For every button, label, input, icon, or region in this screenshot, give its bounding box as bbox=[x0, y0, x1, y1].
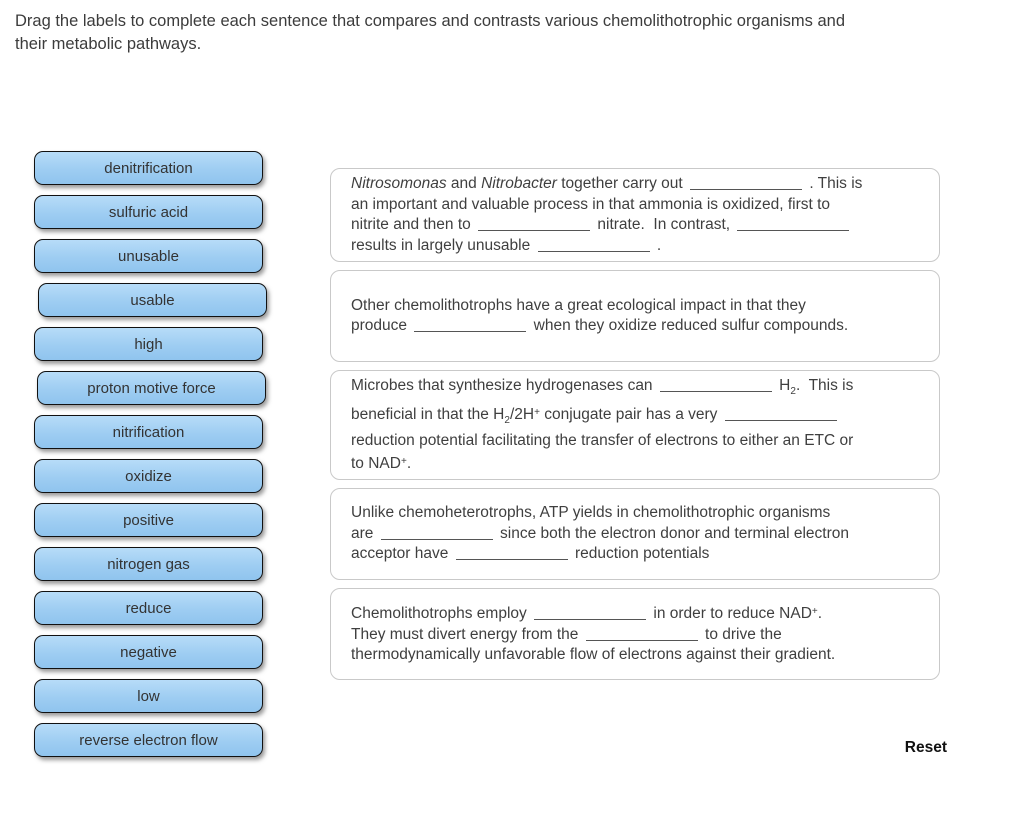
label-chip[interactable]: denitrification bbox=[34, 151, 263, 185]
sentence-text: H bbox=[774, 377, 791, 394]
instructions-line-2: their metabolic pathways. bbox=[15, 35, 202, 53]
instructions: Drag the labels to complete each sentenc… bbox=[15, 10, 1017, 56]
sentence-line: beneficial in that the H2/2H+ conjugate … bbox=[351, 403, 919, 432]
label-chip[interactable]: high bbox=[34, 327, 263, 361]
sentence-text: to drive the bbox=[700, 625, 782, 643]
sentence-line: They must divert energy from the to driv… bbox=[351, 625, 919, 646]
label-chip[interactable]: low bbox=[34, 679, 263, 713]
sentence-box: Microbes that synthesize hydrogenases ca… bbox=[330, 370, 940, 480]
sentence-text: Other chemolithotrophs have a great ecol… bbox=[351, 296, 806, 314]
sentence-text: 2 bbox=[504, 414, 510, 426]
sentence-box: Other chemolithotrophs have a great ecol… bbox=[330, 270, 940, 362]
sentence-text: . This is bbox=[805, 175, 863, 192]
sentence-text: nitrate. In contrast, bbox=[593, 216, 735, 233]
sentence-text: and bbox=[446, 175, 482, 192]
blank-slot[interactable] bbox=[724, 407, 837, 421]
sentence-text: Chemolithotrophs employ bbox=[351, 605, 532, 623]
label-chip[interactable]: reduce bbox=[34, 591, 263, 625]
sentence-text: an important and valuable process in tha… bbox=[351, 195, 831, 213]
blank-slot[interactable] bbox=[537, 238, 650, 252]
label-chip[interactable]: usable bbox=[38, 283, 267, 317]
sentence-text: acceptor have bbox=[351, 545, 453, 563]
label-chip[interactable]: sulfuric acid bbox=[34, 195, 263, 229]
sentence-text: Microbes that synthesize hydrogenases ca… bbox=[351, 377, 657, 394]
blank-slot[interactable] bbox=[455, 546, 568, 561]
sentence-line: an important and valuable process in tha… bbox=[351, 195, 919, 216]
sentence-text: thermodynamically unfavorable flow of el… bbox=[351, 646, 836, 664]
sentence-text: conjugate pair has a very bbox=[539, 405, 722, 423]
sentence-text: Nitrosomonas bbox=[351, 175, 447, 192]
label-chip[interactable]: nitrogen gas bbox=[34, 547, 263, 581]
label-chip[interactable]: reverse electron flow bbox=[34, 723, 263, 757]
sentence-text: reduction potentials bbox=[570, 545, 710, 563]
sentence-text: . bbox=[406, 454, 412, 472]
sentence-text: Unlike chemoheterotrophs, ATP yields in … bbox=[351, 504, 831, 522]
label-chip[interactable]: positive bbox=[34, 503, 263, 537]
sentence-text: + bbox=[400, 455, 407, 467]
sentence-line: Microbes that synthesize hydrogenases ca… bbox=[351, 376, 919, 403]
label-chip[interactable]: proton motive force bbox=[37, 371, 266, 405]
sentence-line: are since both the electron donor and te… bbox=[351, 524, 919, 545]
sentence-text: They must divert energy from the bbox=[351, 625, 583, 643]
sentence-text: /2H bbox=[509, 405, 535, 423]
sentence-line: thermodynamically unfavorable flow of el… bbox=[351, 645, 919, 666]
sentence-text: Nitrobacter bbox=[481, 175, 557, 192]
sentence-text: nitrite and then to bbox=[351, 216, 476, 233]
sentence-text: beneficial in that the H bbox=[351, 405, 505, 423]
sentence-box: Chemolithotrophs employ in order to redu… bbox=[330, 588, 940, 680]
label-chip[interactable]: oxidize bbox=[34, 459, 263, 493]
blank-slot[interactable] bbox=[478, 217, 591, 231]
sentence-text: . This is bbox=[795, 377, 854, 394]
blank-slot[interactable] bbox=[737, 217, 850, 231]
sentence-text: + bbox=[811, 606, 818, 618]
sentence-line: acceptor have reduction potentials bbox=[351, 544, 919, 565]
sentence-line: reduction potential facilitating the tra… bbox=[351, 431, 919, 452]
sentence-text: . bbox=[652, 236, 662, 254]
sentence-line: produce when they oxidize reduced sulfur… bbox=[351, 316, 919, 337]
sentence-text: 2 bbox=[790, 386, 796, 397]
reset-row: Reset bbox=[330, 739, 947, 757]
sentence-line: results in largely unusable . bbox=[351, 236, 919, 257]
sentence-line: Nitrosomonas and Nitrobacter together ca… bbox=[351, 174, 919, 195]
sentence-text: to NAD bbox=[351, 454, 401, 472]
sentence-text: since both the electron donor and termin… bbox=[495, 524, 849, 542]
blank-slot[interactable] bbox=[690, 176, 803, 190]
sentence-line: Chemolithotrophs employ in order to redu… bbox=[351, 602, 919, 625]
sentence-text: reduction potential facilitating the tra… bbox=[351, 432, 854, 449]
sentence-text: are bbox=[351, 524, 378, 542]
sentence-line: Other chemolithotrophs have a great ecol… bbox=[351, 296, 919, 317]
sentence-text: in order to reduce NAD bbox=[649, 605, 812, 623]
sentence-box: Nitrosomonas and Nitrobacter together ca… bbox=[330, 168, 940, 262]
sentence-text: results in largely unusable bbox=[351, 236, 535, 254]
sentence-line: Unlike chemoheterotrophs, ATP yields in … bbox=[351, 503, 919, 524]
sentence-box: Unlike chemoheterotrophs, ATP yields in … bbox=[330, 488, 940, 580]
reset-button[interactable]: Reset bbox=[904, 739, 947, 756]
sentence-text: produce bbox=[351, 317, 412, 334]
blank-slot[interactable] bbox=[534, 606, 647, 621]
blank-slot[interactable] bbox=[380, 526, 493, 540]
blank-slot[interactable] bbox=[659, 378, 772, 392]
sentence-line: to NAD+. bbox=[351, 452, 919, 475]
label-chip[interactable]: nitrification bbox=[34, 415, 263, 449]
sentence-text: . bbox=[817, 605, 823, 623]
blank-slot[interactable] bbox=[414, 318, 527, 332]
instructions-line-1: Drag the labels to complete each sentenc… bbox=[15, 12, 846, 30]
blank-slot[interactable] bbox=[585, 627, 698, 641]
label-chip[interactable]: negative bbox=[34, 635, 263, 669]
sentence-line: nitrite and then to nitrate. In contrast… bbox=[351, 215, 919, 236]
label-bank: denitrification sulfuric acid unusable usab… bbox=[34, 151, 270, 767]
label-chip[interactable]: unusable bbox=[34, 239, 263, 273]
sentence-text: when they oxidize reduced sulfur compoun… bbox=[529, 317, 849, 334]
sentence-column: Nitrosomonas and Nitrobacter together ca… bbox=[330, 168, 940, 688]
sentence-text: + bbox=[534, 406, 540, 418]
sentence-text: together carry out bbox=[556, 175, 688, 192]
